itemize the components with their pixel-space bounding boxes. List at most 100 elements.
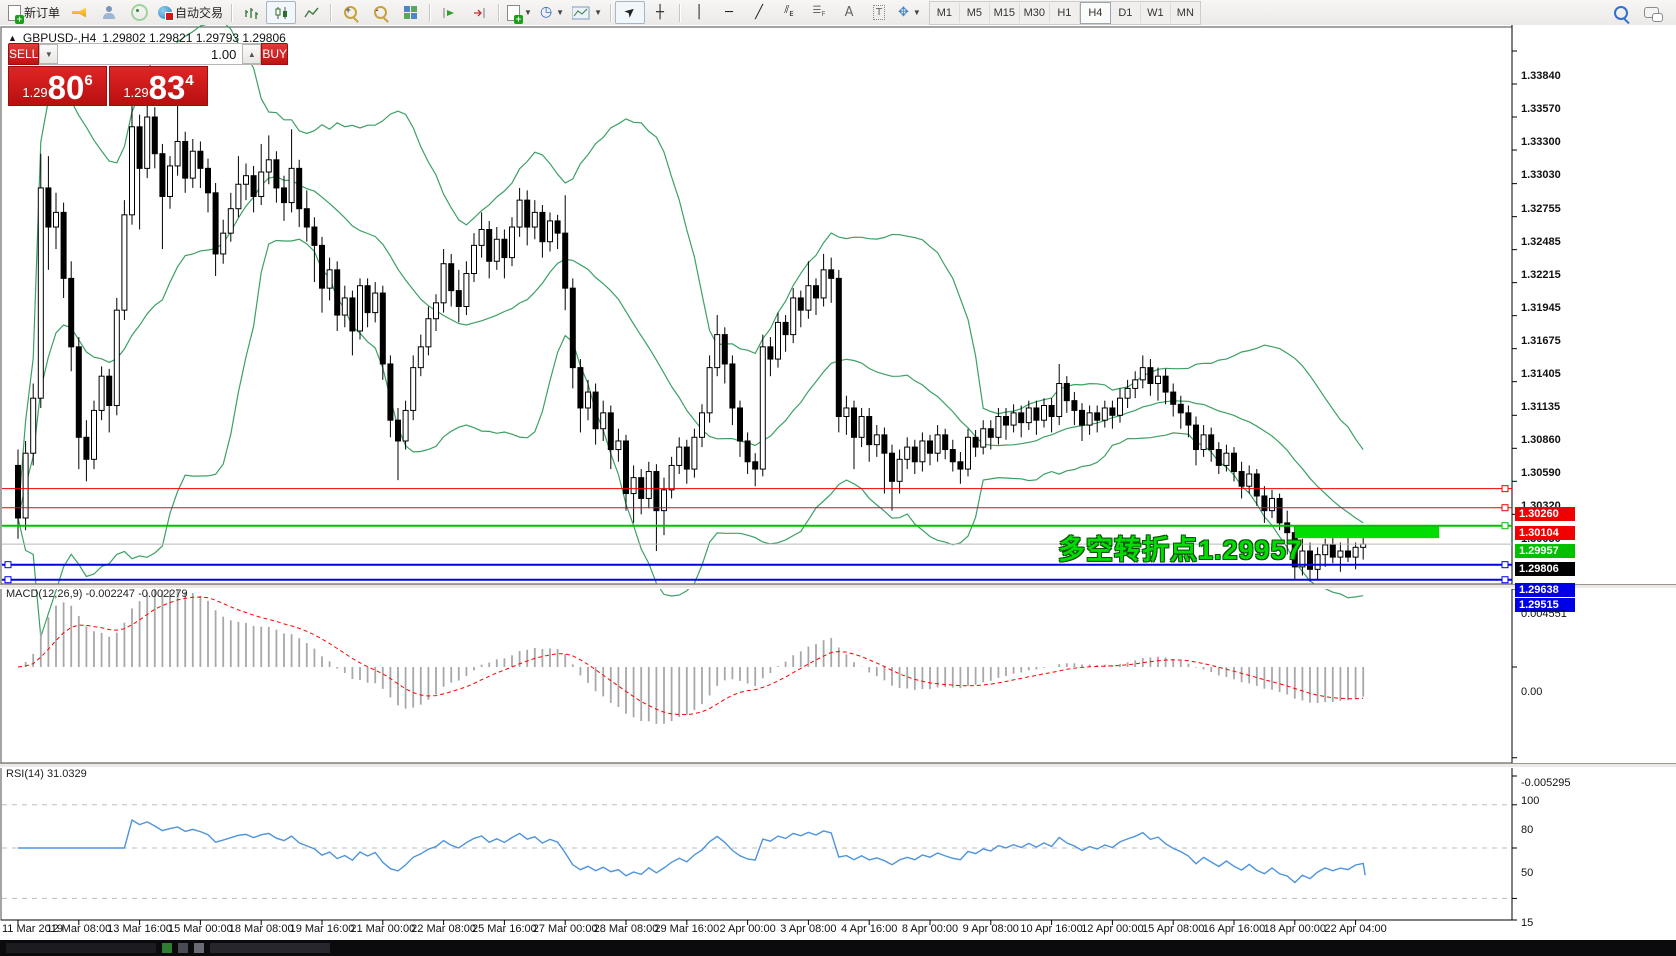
- highlight-zone-box[interactable]: [1294, 525, 1440, 539]
- volume-input[interactable]: [58, 44, 243, 64]
- pane-separator[interactable]: [0, 584, 1676, 589]
- candle-body: [889, 452, 895, 482]
- pane-separator[interactable]: [0, 763, 1676, 768]
- trendline-tool-button[interactable]: ╱: [744, 1, 774, 24]
- bar-chart-button[interactable]: [236, 1, 266, 24]
- indicators-button[interactable]: + ▼: [503, 1, 536, 24]
- price-level-badge: 1.29957: [1515, 543, 1575, 558]
- channel-icon: ⫽E: [784, 3, 794, 19]
- pivot-annotation-text: 多空转折点1.29957: [1058, 535, 1303, 565]
- periods-button[interactable]: ◷ ▼: [536, 1, 568, 24]
- candle-body: [1132, 379, 1139, 389]
- candle-body: [1345, 550, 1351, 558]
- timeframe-m30[interactable]: M30: [1020, 2, 1050, 23]
- timeframe-m5[interactable]: M5: [960, 2, 990, 23]
- candle-body: [919, 440, 926, 463]
- timeframe-m15[interactable]: M15: [990, 2, 1020, 23]
- timeframe-h1[interactable]: H1: [1050, 2, 1080, 23]
- collapse-triangle-icon[interactable]: ▲: [8, 33, 17, 43]
- new-order-button[interactable]: + 新订单: [4, 1, 64, 24]
- candle-body: [1329, 544, 1336, 558]
- line-anchor-handle[interactable]: [1501, 485, 1509, 493]
- line-anchor-handle[interactable]: [4, 561, 12, 569]
- timeframe-mn[interactable]: MN: [1176, 6, 1194, 19]
- candlestick-chart-button[interactable]: [266, 1, 297, 24]
- candle-body: [91, 409, 97, 460]
- candle-body: [585, 391, 591, 409]
- candle-body: [364, 285, 371, 314]
- candle-body: [759, 346, 766, 470]
- fibonacci-tool-button[interactable]: ☰F: [804, 1, 834, 24]
- alerts-button[interactable]: [64, 1, 94, 24]
- candle-body: [813, 285, 819, 299]
- taskbar-item[interactable]: [178, 943, 188, 953]
- chart-shift-button[interactable]: [464, 1, 494, 24]
- taskbar-item[interactable]: [210, 943, 330, 953]
- candle-body: [683, 446, 690, 470]
- chart-plot[interactable]: [0, 25, 1676, 940]
- candle-body: [630, 477, 637, 495]
- horizontal-line-tool-button[interactable]: ─: [714, 1, 744, 24]
- arrows-tool-button[interactable]: ✥ ▼: [894, 1, 925, 24]
- buy-button[interactable]: BUY: [261, 43, 289, 65]
- templates-button[interactable]: ▼: [568, 1, 606, 24]
- candle-body: [440, 263, 447, 304]
- cursor-tool-button[interactable]: ➤: [615, 1, 646, 24]
- taskbar-item[interactable]: [162, 943, 172, 953]
- price-level-badge: 1.29806: [1515, 562, 1575, 577]
- volume-decrease-button[interactable]: ▼: [39, 44, 59, 64]
- line-anchor-handle[interactable]: [1501, 522, 1509, 530]
- dropdown-caret-icon: ▼: [594, 8, 603, 17]
- candle-body: [1352, 546, 1359, 558]
- timeframe-w1[interactable]: W1: [1141, 2, 1171, 23]
- line-anchor-handle[interactable]: [1501, 561, 1509, 569]
- volume-increase-button[interactable]: ▲: [242, 44, 262, 64]
- timeframe-d1[interactable]: D1: [1111, 2, 1141, 23]
- text-tool-button[interactable]: A: [834, 1, 864, 24]
- search-button[interactable]: [1606, 1, 1636, 24]
- signals-button[interactable]: [124, 1, 154, 24]
- vertical-line-tool-button[interactable]: │: [684, 1, 714, 24]
- timeframe-m1[interactable]: M1: [930, 2, 960, 23]
- candle-body: [75, 346, 82, 438]
- text-label-tool-button[interactable]: T: [864, 1, 894, 24]
- macd-indicator-label: MACD(12,26,9) -0.002247 -0.002279: [6, 588, 188, 600]
- candle-body: [1155, 375, 1161, 385]
- channel-tool-button[interactable]: ⫽E: [774, 1, 804, 24]
- line-anchor-handle[interactable]: [4, 576, 12, 584]
- candle-body: [1261, 495, 1268, 512]
- candle-body: [1018, 412, 1025, 424]
- macd-signal-line: [17, 596, 1364, 716]
- candle-body: [706, 367, 713, 414]
- timeframe-h4[interactable]: H4: [1079, 1, 1111, 24]
- buy-price-big: 83: [148, 69, 186, 106]
- buy-price-prefix: 1.29: [123, 85, 149, 100]
- sell-button[interactable]: SELL: [8, 43, 40, 65]
- line-anchor-handle[interactable]: [1501, 576, 1509, 584]
- auto-scroll-button[interactable]: [434, 1, 464, 24]
- bollinger-lower-band: [17, 238, 1364, 638]
- profile-button[interactable]: [94, 1, 124, 24]
- sell-price-box[interactable]: 1.29 80 6: [8, 66, 107, 106]
- zoom-out-button[interactable]: -: [365, 1, 395, 24]
- chat-button[interactable]: [1636, 1, 1666, 24]
- tile-windows-button[interactable]: [395, 1, 425, 24]
- candle-body: [516, 199, 523, 228]
- rsi-axis-label: 50: [1521, 867, 1534, 879]
- auto-trading-button[interactable]: 自动交易: [154, 1, 227, 24]
- line-chart-button[interactable]: [296, 1, 326, 24]
- candle-body: [744, 440, 751, 463]
- fibonacci-icon: ☰F: [812, 5, 826, 18]
- crosshair-tool-button[interactable]: ┼: [645, 1, 675, 24]
- candle-body: [752, 461, 759, 470]
- candle-body: [547, 220, 553, 243]
- candle-body: [433, 302, 439, 320]
- taskbar-item[interactable]: [194, 943, 204, 953]
- buy-price-box[interactable]: 1.29 83 4: [109, 66, 208, 106]
- candle-body: [828, 269, 835, 279]
- candle-body: [106, 375, 113, 407]
- zoom-in-button[interactable]: +: [335, 1, 365, 24]
- candle-body: [45, 187, 52, 228]
- line-anchor-handle[interactable]: [1501, 504, 1509, 512]
- taskbar-item[interactable]: [6, 943, 156, 953]
